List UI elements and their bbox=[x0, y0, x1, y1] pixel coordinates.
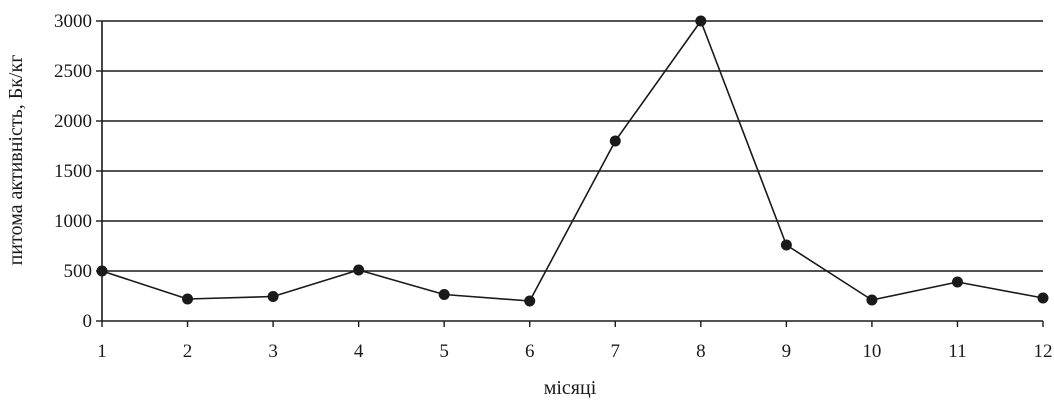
x-tick-label: 5 bbox=[439, 341, 449, 362]
data-point bbox=[353, 264, 365, 276]
x-tick-label: 11 bbox=[948, 341, 966, 362]
data-point bbox=[1037, 292, 1049, 304]
axes bbox=[96, 20, 1044, 327]
data-point bbox=[695, 15, 707, 27]
data-point bbox=[609, 135, 621, 147]
y-tick-label: 1000 bbox=[54, 211, 92, 232]
y-tick-label: 0 bbox=[83, 311, 93, 332]
x-tick-label: 2 bbox=[183, 341, 193, 362]
data-point bbox=[951, 276, 963, 288]
data-point bbox=[96, 265, 108, 277]
y-tick-label: 3000 bbox=[54, 11, 92, 32]
series-line bbox=[101, 20, 1044, 302]
data-point bbox=[438, 289, 450, 300]
y-tick-label: 1500 bbox=[54, 161, 92, 182]
x-tick-label: 8 bbox=[696, 341, 706, 362]
x-tick-label: 9 bbox=[782, 341, 792, 362]
y-axis-title: питома активність, Бк/кг bbox=[5, 55, 27, 266]
x-tick-label: 3 bbox=[268, 341, 278, 362]
x-tick-label: 7 bbox=[611, 341, 621, 362]
data-series bbox=[96, 15, 1049, 307]
data-point bbox=[182, 293, 194, 305]
x-tick-label: 10 bbox=[862, 341, 881, 362]
y-tick-label: 500 bbox=[64, 261, 93, 282]
data-point bbox=[866, 294, 878, 306]
y-tick-label: 2000 bbox=[54, 111, 92, 132]
x-tick-label: 12 bbox=[1034, 341, 1053, 362]
y-tick-label: 2500 bbox=[54, 61, 92, 82]
x-tick-label: 4 bbox=[354, 341, 364, 362]
data-point bbox=[780, 239, 792, 251]
data-point bbox=[267, 291, 279, 302]
x-axis-title: місяці bbox=[544, 377, 597, 399]
data-point bbox=[524, 295, 536, 307]
x-tick-label: 1 bbox=[97, 341, 107, 362]
gridlines bbox=[102, 20, 1043, 272]
x-tick-label: 6 bbox=[525, 341, 535, 362]
